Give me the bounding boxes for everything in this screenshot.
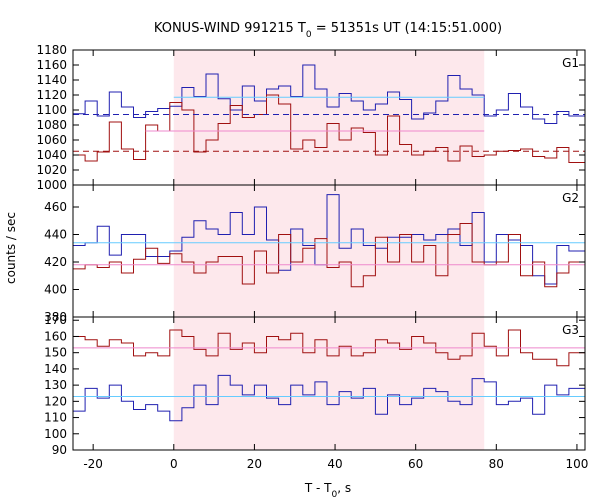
plot-content — [73, 64, 585, 422]
axis-ticks — [73, 49, 585, 451]
y-tick-label-g2-380: 380 — [44, 310, 67, 324]
y-tick-label-g1-1040: 1040 — [36, 148, 67, 162]
y-tick-label-g3-100: 100 — [44, 427, 67, 441]
y-tick-label-g2-440: 440 — [44, 228, 67, 242]
y-tick-label-g1-1000: 1000 — [36, 178, 67, 192]
y-tick-label-g1-1020: 1020 — [36, 163, 67, 177]
panel-frame-g3 — [72, 316, 586, 451]
y-tick-label-g3-130: 130 — [44, 378, 67, 392]
panel-label-g3: G3 — [562, 323, 579, 337]
y-tick-label-g1-1060: 1060 — [36, 133, 67, 147]
y-tick-label-g3-90: 90 — [52, 443, 67, 457]
x-tick-label-60: 60 — [408, 457, 423, 471]
y-tick-label-g3-110: 110 — [44, 411, 67, 425]
y-tick-label-g3-140: 140 — [44, 362, 67, 376]
y-tick-label-g1-1180: 1180 — [36, 43, 67, 57]
panel-label-g2: G2 — [562, 191, 579, 205]
x-tick-label-40: 40 — [327, 457, 342, 471]
shaded-interval — [173, 50, 485, 450]
panel-label-g1: G1 — [562, 56, 579, 70]
y-tick-label-g1-1120: 1120 — [36, 88, 67, 102]
y-tick-label-g1-1080: 1080 — [36, 118, 67, 132]
y-tick-label-g1-1140: 1140 — [36, 73, 67, 87]
y-tick-label-g3-120: 120 — [44, 394, 67, 408]
y-tick-label-g2-400: 400 — [44, 283, 67, 297]
burst-interval-shading — [173, 50, 485, 450]
y-tick-label-g3-150: 150 — [44, 346, 67, 360]
x-tick-label-0: 0 — [170, 457, 178, 471]
x-tick-label-100: 100 — [565, 457, 588, 471]
chart-title: KONUS-WIND 991215 T0 = 51351s UT (14:15:… — [154, 21, 502, 40]
y-axis-label: counts / sec — [4, 212, 18, 284]
x-axis-label: T - T0, s — [304, 481, 351, 500]
series-g1-red — [73, 94, 585, 163]
y-tick-label-g1-1100: 1100 — [36, 103, 67, 117]
series-g3-blue — [73, 374, 585, 422]
panel-frames — [72, 49, 586, 451]
x-tick-label--20: -20 — [83, 457, 103, 471]
y-tick-label-g1-1160: 1160 — [36, 58, 67, 72]
y-tick-label-g3-160: 160 — [44, 329, 67, 343]
series-g3-red — [73, 329, 585, 367]
y-tick-label-g2-420: 420 — [44, 255, 67, 269]
series-g2-red — [73, 223, 585, 288]
x-tick-label-20: 20 — [247, 457, 262, 471]
y-tick-label-g3-170: 170 — [44, 313, 67, 327]
y-tick-label-g2-460: 460 — [44, 200, 67, 214]
x-tick-label-80: 80 — [489, 457, 504, 471]
